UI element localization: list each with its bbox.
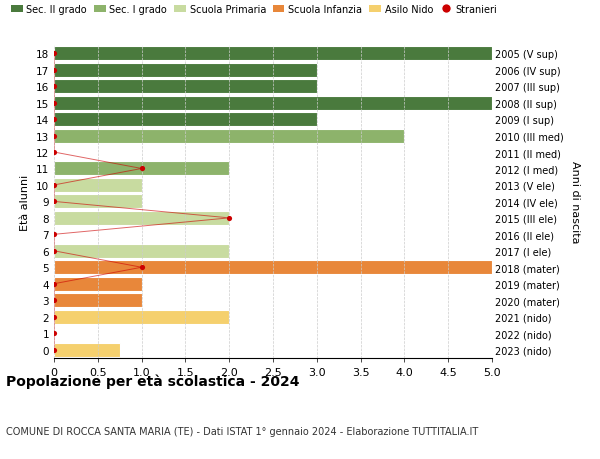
Point	[49, 50, 59, 58]
Point	[49, 198, 59, 206]
Point	[49, 116, 59, 123]
Text: Popolazione per età scolastica - 2024: Popolazione per età scolastica - 2024	[6, 373, 299, 388]
Point	[49, 330, 59, 337]
Bar	[54, 310, 229, 324]
Bar	[54, 261, 492, 274]
Point	[137, 264, 146, 271]
Bar	[54, 113, 317, 127]
Bar	[54, 343, 119, 357]
Bar	[54, 195, 142, 209]
Point	[49, 346, 59, 353]
Point	[49, 182, 59, 189]
Bar	[54, 129, 404, 143]
Point	[49, 313, 59, 321]
Point	[49, 247, 59, 255]
Point	[49, 83, 59, 90]
Y-axis label: Anni di nascita: Anni di nascita	[570, 161, 580, 243]
Bar	[54, 96, 492, 110]
Point	[49, 297, 59, 304]
Point	[49, 149, 59, 157]
Bar	[54, 244, 229, 258]
Bar	[54, 80, 317, 94]
Legend: Sec. II grado, Sec. I grado, Scuola Primaria, Scuola Infanzia, Asilo Nido, Stran: Sec. II grado, Sec. I grado, Scuola Prim…	[11, 5, 497, 15]
Bar	[54, 277, 142, 291]
Bar	[54, 162, 229, 176]
Bar	[54, 63, 317, 78]
Point	[49, 100, 59, 107]
Point	[224, 215, 234, 222]
Text: COMUNE DI ROCCA SANTA MARIA (TE) - Dati ISTAT 1° gennaio 2024 - Elaborazione TUT: COMUNE DI ROCCA SANTA MARIA (TE) - Dati …	[6, 426, 478, 436]
Point	[137, 165, 146, 173]
Point	[49, 280, 59, 288]
Bar	[54, 212, 229, 225]
Bar	[54, 47, 492, 61]
Bar	[54, 179, 142, 192]
Point	[49, 133, 59, 140]
Point	[49, 67, 59, 74]
Point	[49, 231, 59, 239]
Y-axis label: Età alunni: Età alunni	[20, 174, 31, 230]
Bar	[54, 294, 142, 308]
